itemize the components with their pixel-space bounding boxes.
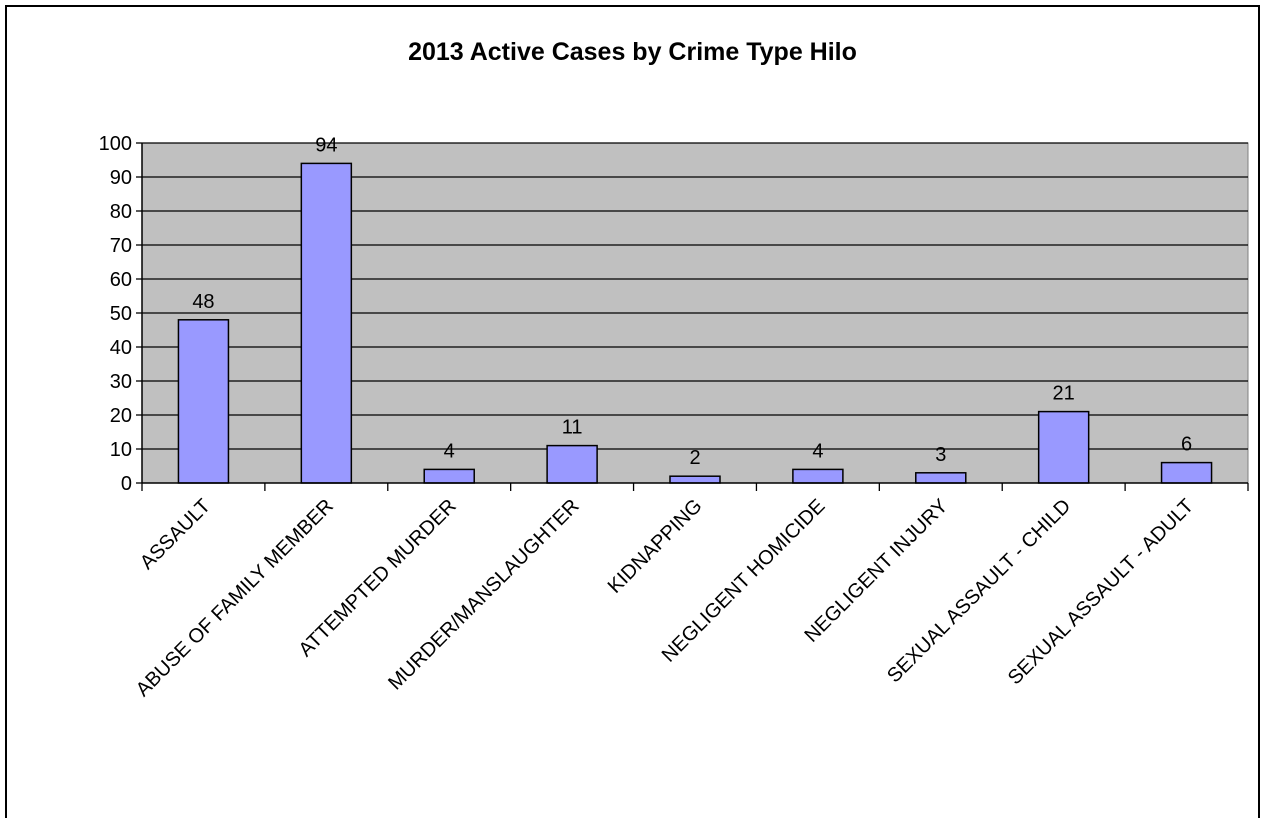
y-tick-label: 0: [121, 473, 132, 495]
bar: [1160, 461, 1213, 484]
data-labels: 48 94 4 11 2 4 3 21 6: [192, 134, 1192, 469]
chart-title: 2013 Active Cases by Crime Type Hilo: [408, 38, 857, 66]
bar: [792, 468, 844, 484]
y-tick-label: 80: [110, 201, 132, 223]
data-label: 2: [689, 447, 700, 469]
y-tick-label: 50: [110, 303, 132, 325]
y-tick-label: 60: [110, 269, 132, 291]
bar: [546, 444, 598, 484]
bar: [177, 319, 230, 484]
x-tick-label: ABUSE OF FAMILY MEMBER: [132, 495, 338, 701]
bar: [915, 472, 967, 484]
y-tick-label: 100: [99, 133, 132, 155]
bar: [669, 475, 721, 484]
data-label: 4: [444, 440, 455, 462]
x-tick-label: ASSAULT: [136, 495, 215, 574]
bar: [1037, 410, 1090, 484]
axes: [136, 142, 1249, 491]
y-tick-label: 20: [110, 405, 132, 427]
y-tick-label: 90: [110, 167, 132, 189]
data-label: 48: [192, 291, 214, 313]
data-label: 11: [562, 417, 583, 439]
y-tick-label: 10: [110, 439, 132, 461]
data-label: 6: [1181, 434, 1192, 456]
data-label: 94: [315, 134, 337, 156]
y-tick-label: 30: [110, 371, 132, 393]
data-label: 21: [1053, 383, 1075, 405]
bars: [177, 162, 1213, 484]
y-tick-label: 40: [110, 337, 132, 359]
y-tick-label: 70: [110, 235, 132, 257]
x-tick-label: KIDNAPPING: [604, 495, 707, 598]
y-tick-labels: 0 10 20 30 40 50 60 70 80 90 100: [99, 133, 132, 495]
data-label: 4: [812, 440, 823, 462]
bar: [423, 468, 475, 484]
data-label: 3: [935, 444, 946, 466]
bar: [300, 162, 353, 484]
